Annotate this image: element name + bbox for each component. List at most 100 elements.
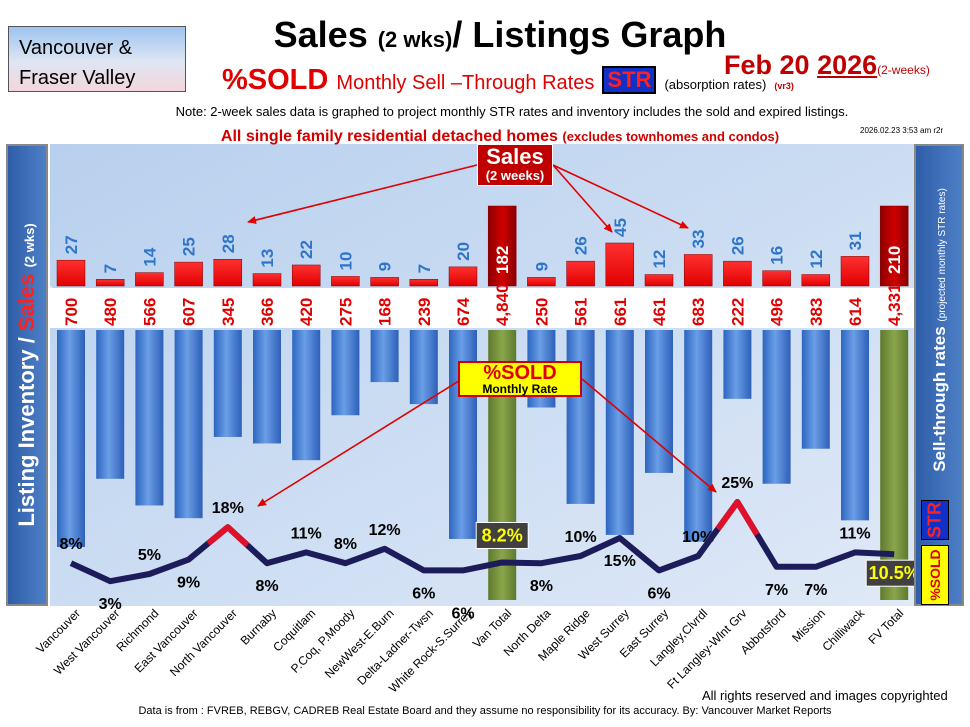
sales-value-label: 182 [493, 246, 512, 274]
sales-value-label: 210 [885, 246, 904, 274]
sales-bar [566, 260, 595, 287]
inventory-bar [605, 330, 634, 535]
region-line-1: Vancouver & [19, 37, 133, 59]
rate-value-label: 15% [604, 553, 636, 570]
rate-value-label: 8% [59, 536, 82, 553]
inventory-bar [409, 330, 438, 405]
callout-arrow [257, 378, 463, 507]
x-tick-label: FV Total [865, 606, 906, 647]
sales-bar [605, 242, 635, 287]
sales-value-label: 13 [258, 249, 277, 268]
left-axis-main: Listing Inventory / [14, 337, 39, 527]
total-rate-label: 10.5% [869, 563, 920, 583]
rate-line-peak [715, 499, 760, 536]
x-tick-label: Mission [789, 606, 828, 645]
x-tick-label: North Vancouver [167, 606, 240, 679]
inventory-value-label: 383 [807, 298, 826, 326]
sales-value-label: 9 [376, 262, 395, 271]
inventory-value-label: 461 [650, 298, 669, 326]
sales-callout-small: (2 weeks) [485, 168, 545, 183]
right-str-badge: STR [921, 500, 949, 540]
sales-value-label: 45 [611, 218, 630, 237]
timestamp: 2026.02.23 3:53 am r2r [860, 126, 944, 135]
inventory-value-label: 275 [336, 298, 355, 326]
rate-value-label: 12% [369, 522, 401, 539]
inventory-bar [331, 330, 360, 416]
sales-bar [879, 205, 909, 287]
inventory-value-label: 222 [728, 298, 747, 326]
subtitle: All single family residential detached h… [0, 128, 970, 146]
inventory-value-label: 4,840 [493, 283, 512, 326]
rate-value-label: 25% [721, 475, 753, 492]
sales-value-label: 25 [180, 237, 199, 256]
inventory-bar [213, 330, 242, 437]
absorption-label: (absorption rates) [664, 77, 767, 92]
data-source-text: Data is from : FVREB, REBGV, CADREB Real… [138, 705, 832, 717]
sales-bar [487, 205, 517, 287]
sales-callout-big: Sales [486, 144, 544, 169]
sales-bar [252, 273, 282, 287]
rate-value-label: 7% [804, 582, 827, 599]
rate-value-label: 6% [451, 605, 474, 622]
inventory-value-label: 366 [258, 298, 277, 326]
sales-value-label: 14 [140, 247, 159, 266]
sales-value-label: 20 [454, 242, 473, 261]
sales-value-label: 12 [650, 250, 669, 269]
rate-value-label: 8% [255, 578, 278, 595]
right-sold-badge: %SOLD [921, 545, 949, 605]
sold-callout-big: %SOLD [483, 362, 557, 384]
inventory-bar [253, 330, 281, 444]
date-sub: (2-weeks) [877, 63, 930, 77]
x-tick-label: Chilliwack [820, 606, 868, 654]
inventory-bar [762, 330, 791, 484]
sales-callout: Sales (2 weeks) [477, 144, 553, 186]
left-axis-red: Sales [14, 273, 39, 332]
subtitle-main: All single family residential detached h… [220, 128, 558, 145]
rate-value-label: 9% [177, 575, 200, 592]
rate-value-label: 8% [334, 536, 357, 553]
inventory-value-label: 566 [140, 298, 159, 326]
inventory-value-label: 607 [180, 298, 199, 326]
rate-value-label: 18% [212, 500, 244, 517]
sales-bar [644, 274, 674, 287]
inventory-bar [292, 330, 321, 461]
inventory-bar [370, 330, 399, 383]
region-line-2: Fraser Valley [19, 67, 136, 89]
inventory-label-band [50, 288, 914, 328]
sales-bar [409, 279, 439, 287]
sales-bar [95, 279, 125, 287]
sales-bar [527, 277, 556, 287]
inventory-value-label: 700 [62, 298, 81, 326]
sales-bar [370, 277, 399, 287]
sales-value-label: 26 [728, 236, 747, 255]
rate-value-label: 7% [765, 582, 788, 599]
report-date: Feb 20 2026(2-weeks) [724, 50, 930, 81]
sales-value-label: 9 [532, 262, 551, 271]
inventory-bar [801, 330, 830, 449]
title-main: Sales [273, 14, 368, 55]
str-badge: STR [602, 66, 657, 94]
sales-value-label: 12 [807, 250, 826, 269]
version-label: (vr3) [774, 81, 794, 91]
sales-value-label: 22 [297, 240, 316, 259]
sales-bar [448, 266, 478, 287]
inventory-bar [723, 330, 752, 399]
sold-callout-small: Monthly Rate [482, 382, 558, 396]
date-main: Feb 20 [724, 50, 810, 80]
inventory-value-label: 561 [572, 298, 591, 326]
sold-heading-desc: Monthly Sell –Through Rates [336, 72, 595, 94]
right-axis-main: Sell-through rates [930, 326, 949, 472]
inventory-bar [57, 330, 85, 547]
inventory-value-label: 4,331 [885, 283, 904, 326]
rate-value-label: 10% [565, 529, 597, 546]
callout-arrow [552, 164, 613, 233]
rate-value-label: 11% [839, 525, 870, 542]
sales-bar [762, 270, 791, 287]
sales-bar [291, 264, 321, 287]
inventory-value-label: 661 [611, 298, 630, 326]
inventory-value-label: 420 [297, 298, 316, 326]
inventory-value-label: 168 [376, 298, 395, 326]
callout-arrow [247, 164, 478, 224]
left-axis-label: Listing Inventory / Sales (2 wks) [14, 223, 40, 526]
